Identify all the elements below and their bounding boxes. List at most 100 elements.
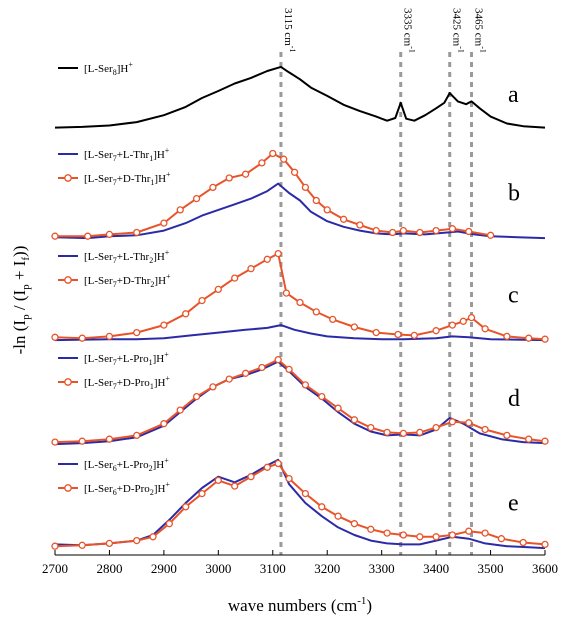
series-point-d-2 <box>274 356 282 364</box>
legend-entry-c-1: [L-Ser7+L-Thr2]H+ <box>58 248 170 265</box>
panel-letter-a: a <box>508 82 519 108</box>
series-point-d-2 <box>383 428 391 437</box>
panel-d: d [L-Ser7+L-Pro1]H+ [L-Ser7+D-Pro1]H+ <box>51 350 549 446</box>
x-tick-label-3100: 3100 <box>260 561 286 576</box>
series-point-d-2 <box>225 375 233 383</box>
series-point-c-2 <box>410 331 418 340</box>
series-point-e-2 <box>448 531 457 539</box>
series-point-d-2 <box>176 406 184 414</box>
y-axis-label: -ln (Ip / (Ip + If)) <box>10 246 32 355</box>
reference-lines: 3115 cm-1 3335 cm-1 3425 cm-1 3465 cm-1 <box>279 8 488 555</box>
legend-label: [L-Ser6+D-Pro2]H+ <box>84 480 170 497</box>
series-point-e-2 <box>416 533 424 541</box>
series-point-e-2 <box>214 476 222 485</box>
series-point-b-2 <box>399 226 408 235</box>
series-point-b-2 <box>225 174 233 182</box>
series-point-b-2 <box>209 183 217 192</box>
series-line-d-1 <box>54 360 546 446</box>
series-point-d-2 <box>334 404 342 412</box>
panel-e: e [L-Ser6+L-Pro2]H+ [L-Ser6+D-Pro2]H+ <box>51 456 549 550</box>
series-point-e-2 <box>263 463 271 471</box>
series-point-e-2 <box>432 533 440 541</box>
series-line-e-1 <box>54 458 546 550</box>
series-point-e-2 <box>198 489 206 498</box>
series-point-b-2 <box>448 225 457 233</box>
series-point-c-2 <box>274 249 282 258</box>
series-point-d-2 <box>350 416 359 424</box>
series-point-c-2 <box>481 325 489 333</box>
series-point-b-2 <box>372 226 380 235</box>
series-point-c-2 <box>503 332 511 341</box>
series-point-d-2 <box>285 365 293 374</box>
series-point-e-2 <box>367 525 375 533</box>
series-point-e-2 <box>165 520 173 528</box>
series-point-e-2 <box>334 512 342 520</box>
x-axis-label: wave numbers (cm-1) <box>228 595 372 615</box>
series-point-e-2 <box>285 474 293 483</box>
x-tick-label-3500: 3500 <box>478 561 504 576</box>
series-point-b-2 <box>258 159 266 167</box>
reference-label-3115: 3115 cm-1 <box>282 8 297 52</box>
series-point-d-2 <box>160 420 168 428</box>
legend-label: [L-Ser7+L-Thr2]H+ <box>84 248 170 265</box>
legend-entry-d-1: [L-Ser7+L-Pro1]H+ <box>58 350 169 367</box>
series-point-d-2 <box>133 431 141 440</box>
series-point-c-2 <box>263 255 271 263</box>
series-point-e-2 <box>182 503 190 511</box>
series-point-c-2 <box>312 308 320 316</box>
legend-entry-c-2: [L-Ser7+D-Thr2]H+ <box>58 272 171 289</box>
series-point-e-2 <box>274 459 282 468</box>
series-point-d-2 <box>465 419 473 427</box>
series-point-c-2 <box>182 310 190 318</box>
series-point-d-2 <box>51 438 59 446</box>
series-point-c-2 <box>432 327 440 335</box>
legend-entry-b-1: [L-Ser7+L-Thr1]H+ <box>58 146 170 163</box>
series-point-e-2 <box>231 482 239 490</box>
series-line-d-2 <box>54 358 546 444</box>
series-point-d-2 <box>301 381 310 389</box>
series-point-b-2 <box>160 219 168 227</box>
x-axis: 2700 2800 2900 3000 3100 3200 3300 3400 3500 3600 <box>42 550 558 576</box>
legend-label: [L-Ser7+D-Pro1]H+ <box>84 374 170 391</box>
series-point-b-2 <box>133 228 141 237</box>
panel-letter-b: b <box>508 181 520 207</box>
series-point-d-2 <box>78 437 86 445</box>
series-point-d-2 <box>241 369 250 377</box>
panel-letter-e: e <box>508 491 519 517</box>
series-point-c-2 <box>525 334 533 342</box>
series-point-c-2 <box>467 313 476 322</box>
series-point-c-2 <box>78 334 86 342</box>
series-point-b-2 <box>339 215 348 223</box>
panel-b: b [L-Ser7+L-Thr1]H+ [L-Ser7+D-Thr1]H+ <box>51 146 546 240</box>
series-point-b-2 <box>312 196 320 205</box>
legend-entry-e-2: [L-Ser6+D-Pro2]H+ <box>58 480 170 497</box>
series-point-e-2 <box>481 529 489 537</box>
legend-swatch-marker <box>64 276 72 284</box>
legend-entry-d-2: [L-Ser7+D-Pro1]H+ <box>58 374 170 391</box>
series-point-e-2 <box>247 473 255 481</box>
x-tick-label-3400: 3400 <box>423 561 449 576</box>
series-point-b-2 <box>51 232 59 240</box>
series-point-c-2 <box>448 321 457 329</box>
series-point-b-2 <box>84 232 92 240</box>
series-point-b-2 <box>465 227 473 236</box>
x-tick-label-2800: 2800 <box>96 561 122 576</box>
series-point-b-2 <box>290 168 299 176</box>
series-point-e-2 <box>399 531 408 539</box>
series-point-b-2 <box>432 226 440 235</box>
series-point-c-2 <box>459 317 467 325</box>
panels: a [L-Ser8]H+ b [L-Ser7+L-Thr1]H+ [L-Ser7+D-T… <box>51 60 549 550</box>
series-point-d-2 <box>399 429 408 438</box>
legend-label: [L-Ser7+D-Thr1]H+ <box>84 170 171 187</box>
series-point-c-2 <box>51 333 59 341</box>
series-point-d-2 <box>105 435 114 443</box>
reference-label-3335: 3335 cm-1 <box>402 8 417 53</box>
series-point-e-2 <box>350 520 359 528</box>
series-point-b-2 <box>388 228 397 237</box>
legend-label: [L-Ser7+L-Pro1]H+ <box>84 350 169 367</box>
x-tick-label-3200: 3200 <box>314 561 340 576</box>
series-point-d-2 <box>448 418 457 426</box>
x-tick-label-3600: 3600 <box>532 561 558 576</box>
legend-entry-a-1: [L-Ser8]H+ <box>58 60 133 77</box>
